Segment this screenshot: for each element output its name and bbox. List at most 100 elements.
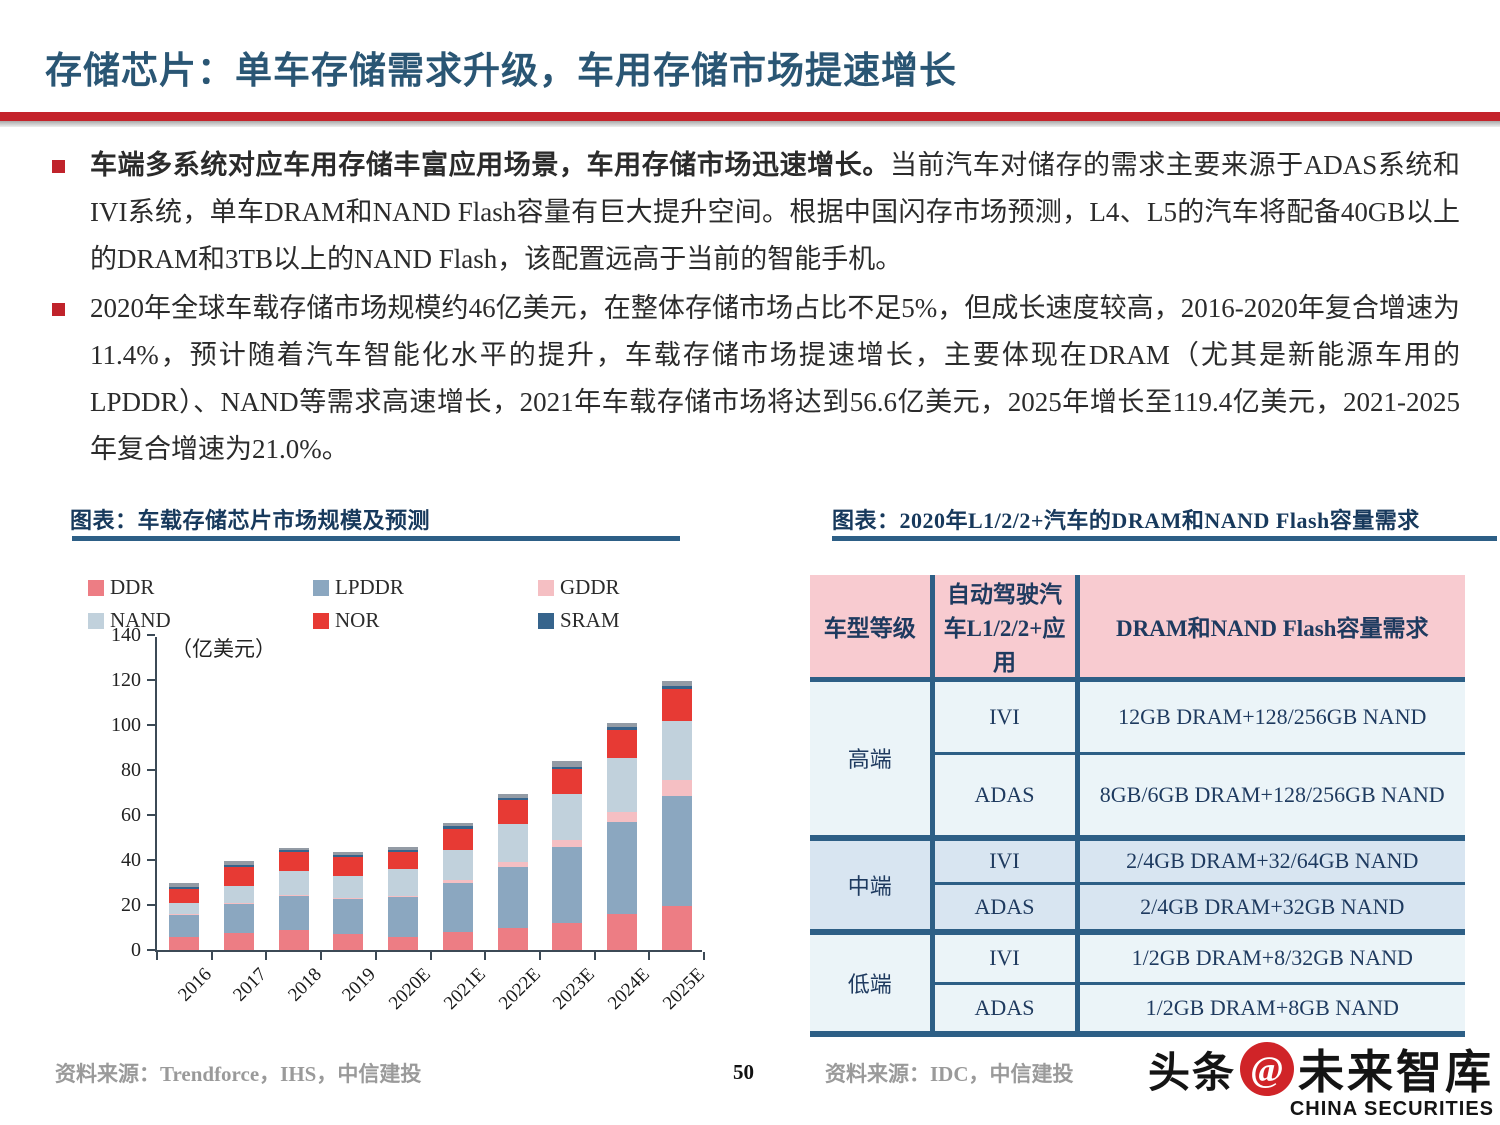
capacity-table: 车型等级 自动驾驶汽车L1/2/2+应用 DRAM和NAND Flash容量需求… bbox=[810, 575, 1465, 1037]
requirement-cell: 1/2GB DRAM+8/32GB NAND bbox=[1074, 931, 1465, 985]
logo-caption-text: CHINA SECURITIES bbox=[1289, 1098, 1494, 1120]
bar-segment-nand-2023e bbox=[552, 793, 583, 840]
legend-label: DDR bbox=[110, 575, 155, 599]
bar-segment-nor-2024e bbox=[606, 729, 637, 758]
bar-segment-nor-2022e bbox=[497, 800, 528, 824]
bar-segment-unlabeled-gray-cap-2023e bbox=[552, 761, 583, 767]
bar-segment-sram-2023e bbox=[552, 766, 583, 769]
y-axis-tick-label: 140 bbox=[111, 624, 141, 646]
axis-unit-label: （亿美元） bbox=[171, 637, 276, 661]
bar-segment-lpddr-2024e bbox=[606, 821, 637, 914]
y-axis-tick-mark bbox=[147, 904, 155, 906]
bar-segment-unlabeled-gray-cap-2024e bbox=[606, 722, 637, 728]
legend-label: NAND bbox=[110, 608, 171, 632]
bullet-list: 车端多系统对应车用存储丰富应用场景，车用存储市场迅速增长。当前汽车对储存的需求主… bbox=[50, 142, 1460, 475]
bar-segment-gddr-2022e bbox=[497, 862, 528, 867]
legend-label: GDDR bbox=[560, 575, 620, 599]
y-axis-tick-label: 100 bbox=[111, 714, 141, 736]
bar-segment-gddr-2020e bbox=[388, 896, 419, 898]
bar-segment-ddr-2016 bbox=[169, 936, 200, 950]
bar-segment-nand-2025e bbox=[661, 720, 692, 781]
x-axis-tick-mark bbox=[538, 952, 541, 960]
bar-segment-nor-2018 bbox=[278, 852, 309, 872]
grade-cell: 高端 bbox=[810, 679, 932, 841]
bar-segment-gddr-2024e bbox=[606, 811, 637, 822]
bar-segment-sram-2019 bbox=[333, 854, 364, 857]
application-cell: ADAS bbox=[929, 883, 1077, 935]
bar-segment-nand-2022e bbox=[497, 824, 528, 863]
bar-segment-ddr-2020e bbox=[388, 936, 419, 950]
bar-segment-gddr-2021e bbox=[442, 880, 473, 883]
bar-segment-nor-2020e bbox=[388, 852, 419, 869]
bar-segment-gddr-2023e bbox=[552, 839, 583, 847]
legend-marker-icon bbox=[538, 579, 554, 596]
red-seal-icon: @ bbox=[1240, 1042, 1294, 1096]
bar-segment-gddr-2017 bbox=[224, 902, 255, 904]
bar-segment-ddr-2017 bbox=[224, 933, 255, 950]
requirement-cell: 2/4GB DRAM+32/64GB NAND bbox=[1074, 837, 1465, 885]
y-axis-tick-mark bbox=[147, 949, 155, 951]
bullet-body: 2020年全球车载存储市场规模约46亿美元，在整体存储市场占比不足5%，但成长速… bbox=[90, 293, 1460, 464]
requirement-cell: 1/2GB DRAM+8GB NAND bbox=[1074, 983, 1465, 1037]
bar-segment-lpddr-2025e bbox=[661, 795, 692, 907]
header-shadow-bar bbox=[0, 121, 1500, 127]
table-row: 低端 IVI 1/2GB DRAM+8/32GB NAND bbox=[810, 931, 1465, 1037]
x-axis-tick-mark bbox=[265, 952, 268, 960]
legend-marker-icon bbox=[88, 579, 104, 596]
bar-segment-lpddr-2021e bbox=[442, 882, 473, 932]
y-axis-tick-mark bbox=[147, 679, 155, 681]
legend-item-lpddr: LPDDR bbox=[313, 575, 538, 600]
bullet-text: 车端多系统对应车用存储丰富应用场景，车用存储市场迅速增长。当前汽车对储存的需求主… bbox=[90, 142, 1460, 283]
bar-segment-nor-2025e bbox=[661, 689, 692, 721]
bar-segment-sram-2025e bbox=[661, 685, 692, 689]
page-number: 50 bbox=[733, 1060, 754, 1084]
brand-logo-row: 头条 @ 未来智库 bbox=[1148, 1036, 1494, 1102]
source-note-left: 资料来源：Trendforce，IHS，中信建投 bbox=[55, 1062, 422, 1086]
bar-segment-nand-2018 bbox=[278, 871, 309, 896]
x-axis-tick-mark bbox=[210, 952, 213, 960]
y-axis-tick-label: 0 bbox=[131, 939, 141, 961]
bar-segment-ddr-2023e bbox=[552, 923, 583, 950]
x-axis-tick-mark bbox=[156, 952, 158, 960]
bar-segment-lpddr-2017 bbox=[224, 903, 255, 934]
at-glyph: @ bbox=[1250, 1049, 1284, 1089]
bar-segment-gddr-2019 bbox=[333, 898, 364, 900]
table-row: 中端 IVI 2/4GB DRAM+32/64GB NAND bbox=[810, 837, 1465, 935]
bar-segment-unlabeled-gray-cap-2022e bbox=[497, 793, 528, 799]
bar-segment-nor-2016 bbox=[169, 889, 200, 903]
requirement-cell: 12GB DRAM+128/256GB NAND bbox=[1074, 679, 1465, 755]
x-axis-tick-mark bbox=[593, 952, 596, 960]
legend-label: LPDDR bbox=[335, 575, 404, 599]
bar-segment-unlabeled-gray-cap-2016 bbox=[169, 882, 200, 888]
bar-segment-nand-2021e bbox=[442, 849, 473, 881]
bullet-text: 2020年全球车载存储市场规模约46亿美元，在整体存储市场占比不足5%，但成长速… bbox=[90, 285, 1460, 473]
y-axis-tick-label: 80 bbox=[121, 759, 141, 781]
legend-label: SRAM bbox=[560, 608, 620, 632]
legend-item-nor: NOR bbox=[313, 608, 538, 633]
bar-segment-nand-2016 bbox=[169, 902, 200, 915]
bullet-item: 2020年全球车载存储市场规模约46亿美元，在整体存储市场占比不足5%，但成长速… bbox=[50, 285, 1460, 473]
bar-segment-lpddr-2020e bbox=[388, 897, 419, 937]
legend-marker-icon bbox=[538, 612, 554, 629]
bar-segment-ddr-2018 bbox=[278, 929, 309, 950]
bar-segment-nor-2023e bbox=[552, 768, 583, 794]
table-header-application: 自动驾驶汽车L1/2/2+应用 bbox=[929, 575, 1077, 682]
y-axis-tick-mark bbox=[147, 769, 155, 771]
chart-title-underline bbox=[72, 536, 680, 541]
page-title: 存储芯片：单车存储需求升级，车用存储市场提速增长 bbox=[45, 51, 957, 92]
bar-segment-unlabeled-gray-cap-2020e bbox=[388, 846, 419, 850]
y-axis-tick-label: 20 bbox=[121, 894, 141, 916]
legend-item-gddr: GDDR bbox=[538, 575, 698, 600]
legend-item-ddr: DDR bbox=[88, 575, 313, 600]
x-axis-tick-mark bbox=[320, 952, 323, 960]
application-cell: IVI bbox=[929, 679, 1077, 755]
application-cell: IVI bbox=[929, 837, 1077, 885]
application-cell: ADAS bbox=[929, 753, 1077, 841]
legend-item-nand: NAND bbox=[88, 608, 313, 633]
y-axis-tick-mark bbox=[147, 859, 155, 861]
bar-segment-ddr-2022e bbox=[497, 927, 528, 950]
grade-cell: 中端 bbox=[810, 837, 932, 935]
bar-segment-nor-2019 bbox=[333, 856, 364, 876]
bullet-body: 当前汽车对储存的需求主要来源于ADAS系统和IVI系统，单车DRAM和NAND … bbox=[90, 150, 1461, 274]
bar-segment-unlabeled-gray-cap-2021e bbox=[442, 822, 473, 827]
